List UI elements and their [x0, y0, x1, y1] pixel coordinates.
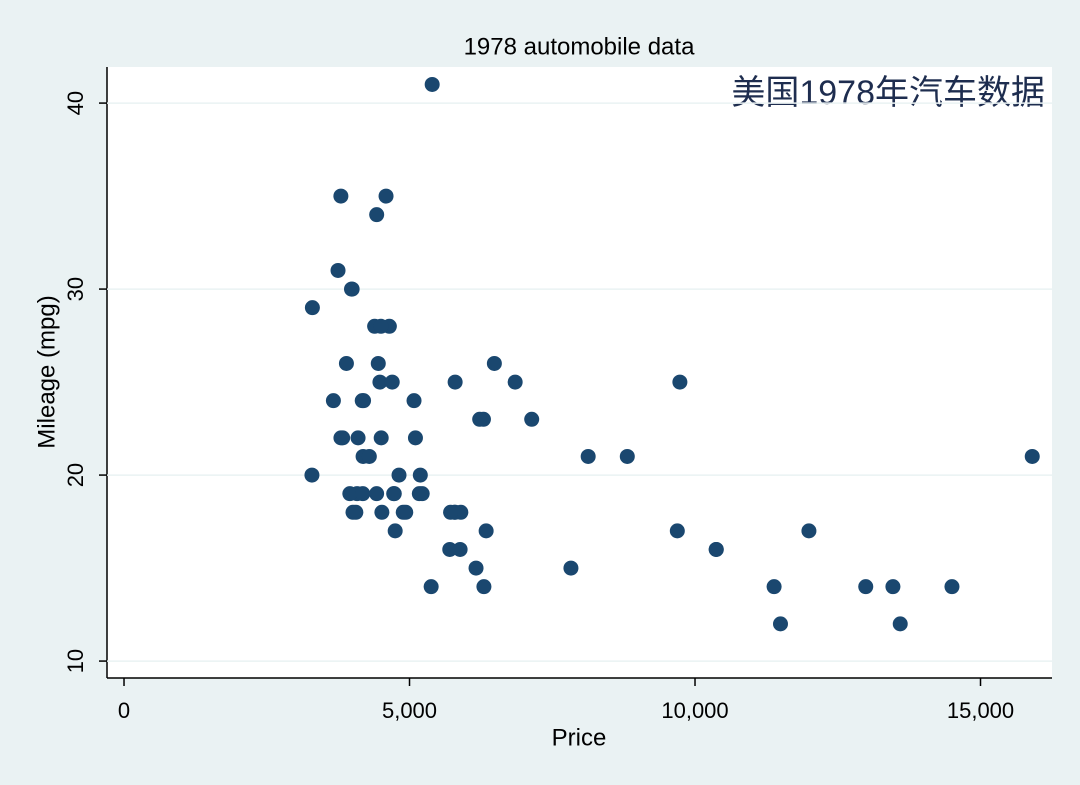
point [443, 504, 459, 520]
annotation: 美国1978年汽车数据 [731, 74, 1045, 112]
point [304, 300, 320, 316]
point [447, 374, 463, 390]
point [423, 579, 439, 595]
point [361, 448, 377, 464]
point [453, 504, 469, 520]
point [1024, 448, 1040, 464]
point [472, 411, 488, 427]
x-tick-label: 5,000 [382, 698, 437, 723]
point [766, 579, 782, 595]
point [333, 188, 349, 204]
point [354, 393, 370, 409]
point [476, 579, 492, 595]
y-axis-label: Mileage (mpg) [33, 295, 60, 448]
point [892, 616, 908, 632]
point [369, 486, 385, 502]
point [372, 374, 388, 390]
point [387, 523, 403, 539]
point [412, 467, 428, 483]
y-tick-label: 20 [63, 463, 88, 487]
point [885, 579, 901, 595]
point [672, 374, 688, 390]
point [563, 560, 579, 576]
point [378, 188, 394, 204]
x-tick-label: 10,000 [661, 698, 728, 723]
point [370, 355, 386, 371]
point [373, 430, 389, 446]
point [369, 207, 385, 223]
point [373, 318, 389, 334]
point [580, 448, 596, 464]
point [524, 411, 540, 427]
point [424, 76, 440, 92]
point [406, 393, 422, 409]
point [858, 579, 874, 595]
point [350, 430, 366, 446]
point [344, 281, 360, 297]
point [330, 262, 346, 278]
y-tick-label: 30 [63, 277, 88, 301]
plot-area [107, 67, 1052, 678]
x-tick-label: 0 [118, 698, 130, 723]
point [669, 523, 685, 539]
point [348, 504, 364, 520]
point [342, 486, 358, 502]
point [442, 541, 458, 557]
point [374, 504, 390, 520]
point [355, 486, 371, 502]
point [468, 560, 484, 576]
point [386, 486, 402, 502]
point [478, 523, 494, 539]
point [772, 616, 788, 632]
point [486, 355, 502, 371]
point [452, 541, 468, 557]
point [619, 448, 635, 464]
point [384, 374, 400, 390]
point [801, 523, 817, 539]
point [335, 430, 351, 446]
x-tick-label: 15,000 [947, 698, 1014, 723]
point [325, 393, 341, 409]
point [708, 541, 724, 557]
point [391, 467, 407, 483]
y-tick-label: 40 [63, 91, 88, 115]
y-tick-label: 10 [63, 649, 88, 673]
point [944, 579, 960, 595]
x-axis-label: Price [552, 724, 607, 751]
point [507, 374, 523, 390]
point [338, 355, 354, 371]
point [304, 467, 320, 483]
point [407, 430, 423, 446]
point [398, 504, 414, 520]
chart-title: 1978 automobile data [464, 33, 696, 60]
point [414, 486, 430, 502]
